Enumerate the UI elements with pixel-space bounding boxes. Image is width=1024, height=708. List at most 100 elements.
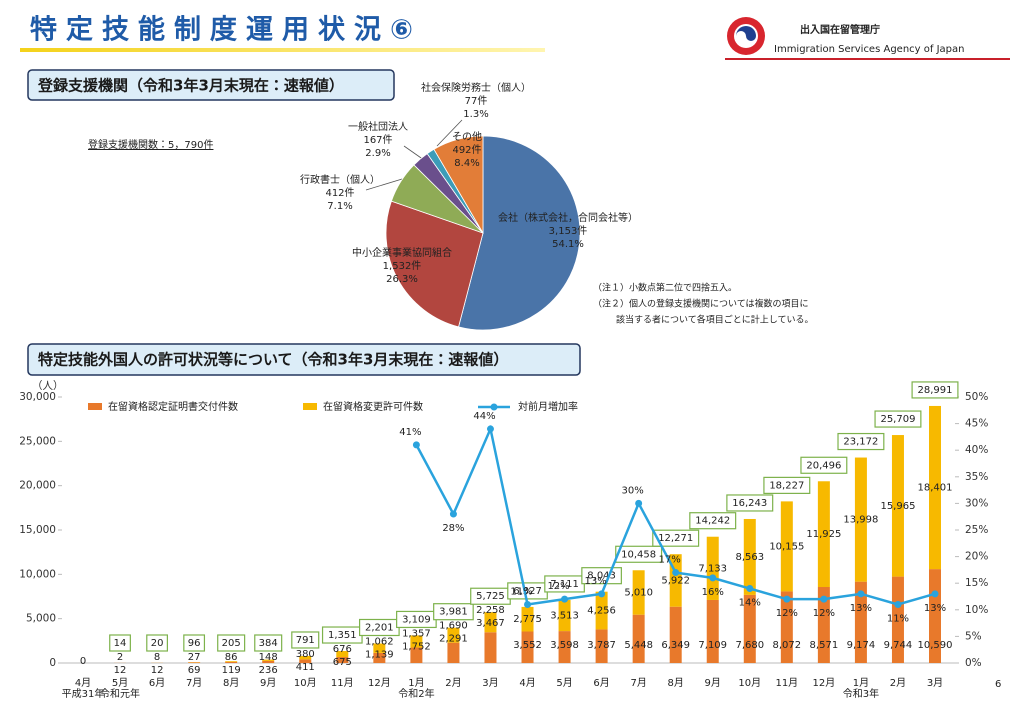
era-label: 令和元年 — [100, 687, 140, 700]
pie-slice — [385, 200, 484, 328]
rate-point — [783, 595, 791, 603]
value-label: 15,965 — [880, 501, 915, 512]
legend-label: 在留資格認定証明書交付件数 — [108, 400, 238, 413]
bar-segment — [521, 606, 534, 632]
rate-point — [449, 510, 457, 518]
x-tick-label: 1月 — [853, 677, 869, 689]
legend-swatch — [88, 403, 102, 410]
x-tick-label: 9月 — [260, 677, 276, 689]
section-heading: 特定技能外国人の許可状況等について（令和3年3月末現在：速報値） — [38, 351, 508, 369]
total-box — [615, 545, 663, 563]
total-box — [109, 634, 131, 652]
bar-segment — [299, 659, 312, 663]
bar-segment — [706, 536, 719, 600]
x-tick-label: 7月 — [630, 677, 646, 689]
y2-tick-label: 35% — [965, 471, 988, 483]
total-label: 3,981 — [439, 607, 468, 618]
total-box — [652, 529, 700, 547]
y2-tick-label: 30% — [965, 497, 988, 509]
bar-segment — [595, 629, 608, 663]
y-tick-label: 5,000 — [26, 613, 56, 625]
total-box — [874, 410, 922, 428]
rate-label: 11% — [887, 613, 909, 624]
legend-label: 在留資格変更許可件数 — [323, 400, 423, 413]
rate-point — [857, 590, 865, 598]
value-label: 675 — [333, 657, 352, 668]
value-label: 3,787 — [587, 640, 616, 651]
value-label: 3,598 — [550, 640, 579, 651]
value-label: 1,062 — [365, 636, 394, 647]
x-tick-label: 10月 — [294, 677, 317, 689]
era-label: 令和3年 — [843, 687, 879, 700]
value-label: 236 — [259, 665, 278, 676]
y-tick-label: 15,000 — [19, 524, 56, 536]
total-box — [763, 476, 811, 494]
total-label: 20 — [151, 638, 164, 649]
y-tick-label: 30,000 — [19, 391, 56, 403]
rate-label: 13% — [850, 603, 872, 614]
value-label: 5,010 — [624, 587, 653, 598]
bar-segment — [891, 435, 904, 577]
rate-point — [486, 425, 494, 433]
bar-segment — [484, 612, 497, 633]
value-label: 1,752 — [402, 641, 431, 652]
x-tick-label: 8月 — [668, 677, 684, 689]
value-label: 119 — [222, 665, 241, 676]
bar-segment — [632, 570, 645, 615]
slice-count: 1,532件 — [383, 260, 422, 272]
bar-segment — [484, 632, 497, 663]
bar-segment — [225, 661, 238, 663]
bar-segment — [299, 655, 312, 660]
bar-segment — [410, 635, 423, 648]
value-label: 2 — [117, 652, 123, 663]
total-label: 14,242 — [695, 516, 730, 527]
bar-segment — [336, 657, 349, 663]
rate-point — [598, 590, 606, 598]
bar-segment — [262, 660, 275, 663]
value-label: 7,680 — [735, 640, 764, 651]
value-label: 148 — [259, 652, 278, 663]
x-tick-label: 1月 — [408, 677, 424, 689]
rate-point — [561, 595, 569, 603]
bar-segment — [595, 591, 608, 630]
legend-swatch — [490, 403, 498, 411]
bar-segment — [336, 651, 349, 658]
slice-label: 行政書士（個人） — [300, 173, 380, 186]
x-tick-label: 3月 — [482, 677, 498, 689]
total-label: 1,351 — [328, 630, 357, 641]
rate-label: 17% — [659, 555, 681, 566]
x-tick-label: 12月 — [368, 677, 391, 689]
bar-segment — [929, 405, 941, 570]
slice-label: 一般社団法人 — [348, 120, 408, 133]
y-tick-label: 20,000 — [19, 480, 56, 492]
bar-segment — [706, 599, 719, 663]
rate-label: 44% — [473, 411, 495, 422]
slice-percent: 2.9% — [365, 148, 390, 159]
bar-segment — [447, 627, 460, 643]
page-number: 6 — [995, 679, 1001, 690]
slice-label: 会社（株式会社，合同会社等） — [498, 211, 638, 224]
bar-segment — [854, 457, 867, 582]
value-label: 676 — [333, 644, 352, 655]
rate-label: 13% — [924, 603, 946, 614]
registered-count: 登録支援機関数：5，790件 — [88, 138, 213, 151]
bar-segment — [817, 481, 830, 588]
value-label: 7,133 — [698, 563, 727, 574]
bar-segment — [447, 642, 460, 663]
x-tick-label: 6月 — [149, 677, 165, 689]
rate-label: 13% — [584, 576, 606, 587]
y2-tick-label: 40% — [965, 444, 988, 456]
rate-label: 28% — [442, 523, 464, 534]
rate-label: 12% — [547, 581, 569, 592]
rate-point — [524, 600, 532, 608]
total-box — [689, 512, 737, 530]
total-label: 3,109 — [402, 614, 431, 625]
value-label: 13,998 — [843, 515, 878, 526]
note: （注１）小数点第二位で四捨五入。 — [593, 282, 737, 294]
rate-label: 30% — [622, 485, 644, 496]
y2-tick-label: 50% — [965, 391, 988, 403]
slice-count: 492件 — [452, 144, 481, 156]
value-label: 1,139 — [365, 649, 394, 660]
bar-segment — [410, 647, 423, 663]
